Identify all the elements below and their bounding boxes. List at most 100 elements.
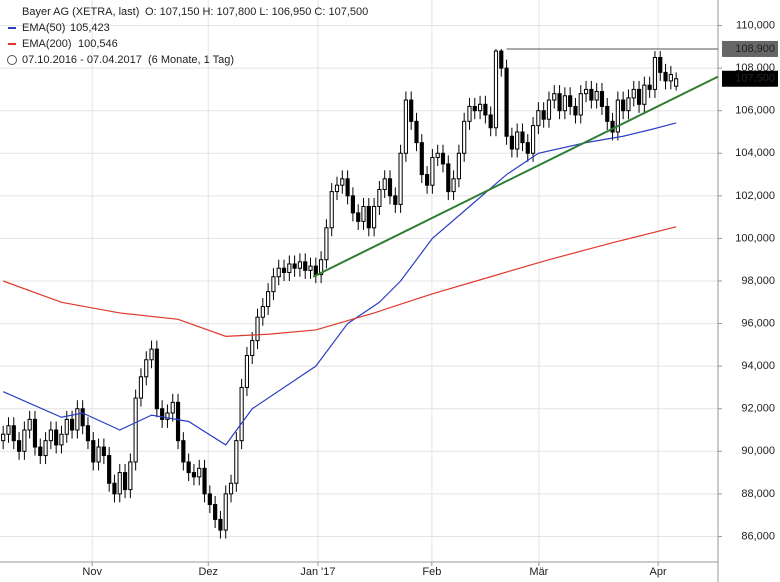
- candle-body: [59, 433, 64, 446]
- candle-body: [583, 88, 589, 95]
- candle-body: [393, 195, 398, 205]
- candle-body: [239, 386, 244, 442]
- candle-body: [340, 178, 345, 186]
- candle-body: [562, 95, 567, 112]
- ema-line: [2, 226, 677, 337]
- candle-body: [456, 152, 461, 180]
- y-tick-label: 96,000: [741, 317, 775, 329]
- x-tick-label: Dez: [198, 566, 218, 578]
- candle-body: [446, 163, 451, 193]
- legend-value: 105,423: [70, 22, 110, 34]
- candle-body: [626, 97, 631, 112]
- candle-body: [101, 446, 106, 457]
- candle-body: [281, 267, 287, 273]
- period-note: (6 Monate, 1 Tag): [148, 54, 234, 66]
- last-price-box: [722, 70, 778, 87]
- candle-body: [541, 110, 546, 120]
- candle-body: [16, 440, 22, 452]
- y-tick-label: 102,000: [735, 190, 775, 202]
- candle-body: [636, 88, 642, 105]
- candle-body: [324, 227, 329, 261]
- candle-body: [334, 184, 340, 193]
- candle-body: [202, 467, 207, 495]
- candle-body: [403, 99, 408, 154]
- candle-body: [181, 440, 186, 463]
- candle-body: [668, 74, 673, 82]
- ema-line: [2, 122, 677, 446]
- candle-body: [652, 56, 658, 90]
- candle-body: [356, 212, 361, 222]
- candle-body: [546, 99, 552, 120]
- candle-body: [154, 348, 159, 410]
- candle-body: [96, 446, 101, 463]
- candle-body: [6, 425, 11, 435]
- candle-body: [218, 518, 223, 531]
- candle-body: [91, 440, 96, 463]
- candle-body: [303, 261, 308, 271]
- candle-body: [27, 418, 32, 431]
- candle-body: [223, 493, 228, 531]
- candle-body: [149, 348, 154, 361]
- candle-body: [382, 178, 387, 190]
- candle-body: [22, 429, 27, 452]
- candle-body: [674, 78, 679, 87]
- legend-value: 100,546: [78, 38, 118, 50]
- candle-body: [578, 93, 583, 116]
- candle-body: [11, 425, 16, 442]
- candle-body: [107, 455, 112, 484]
- candle-body: [493, 50, 499, 129]
- candle-body: [387, 178, 393, 197]
- legend-swatch: [8, 43, 16, 45]
- clock-icon: [7, 55, 17, 65]
- legend-swatch: [8, 27, 16, 29]
- y-tick-label: 88,000: [741, 488, 775, 500]
- candle-body: [414, 120, 419, 144]
- candle-body: [610, 120, 615, 133]
- candle-body: [435, 152, 440, 159]
- y-tick-label: 110,000: [736, 19, 775, 31]
- candle-body: [499, 50, 504, 69]
- last-price-label: 107,500: [735, 73, 775, 85]
- y-tick-label: 94,000: [741, 360, 775, 372]
- candle-body: [557, 93, 562, 112]
- candle-body: [440, 152, 446, 165]
- candle-body: [276, 267, 281, 278]
- candle-body: [75, 408, 80, 431]
- candle-body: [138, 376, 144, 399]
- candle-body: [255, 316, 260, 342]
- resistance-label: 108,900: [735, 43, 775, 55]
- candle-body: [32, 418, 38, 448]
- candle-body: [117, 472, 122, 495]
- candle-body: [472, 105, 477, 112]
- y-tick-label: 100,000: [735, 232, 775, 244]
- candle-body: [64, 418, 69, 435]
- candle-body: [197, 467, 202, 478]
- candle-body: [313, 265, 318, 276]
- candle-body: [419, 142, 424, 176]
- candle-body: [144, 359, 149, 378]
- candle-body: [377, 188, 382, 207]
- candle-body: [191, 472, 197, 478]
- candle-body: [345, 178, 350, 197]
- candle-body: [297, 261, 303, 269]
- candle-body: [605, 105, 610, 122]
- candle-body: [260, 306, 265, 318]
- candle-body: [594, 91, 599, 101]
- candle-body: [271, 276, 276, 293]
- candle-body: [287, 263, 292, 273]
- candle-body: [372, 205, 377, 229]
- candle-body: [122, 472, 128, 491]
- candle-body: [647, 84, 652, 90]
- legend-label: EMA(50): [22, 22, 65, 34]
- candle-body: [589, 88, 594, 101]
- y-tick-label: 104,000: [735, 147, 775, 159]
- grid: [0, 0, 718, 562]
- candle-body: [366, 205, 371, 229]
- candle-body: [615, 99, 620, 133]
- ohlc-label: O: 107,150 H: 107,800 L: 106,950 C: 107,…: [145, 6, 368, 18]
- candle-body: [430, 157, 435, 186]
- candle-body: [573, 105, 578, 116]
- x-tick-label: Feb: [422, 566, 441, 578]
- header: Bayer AG (XETRA, last) O: 107,150 H: 107…: [7, 6, 368, 66]
